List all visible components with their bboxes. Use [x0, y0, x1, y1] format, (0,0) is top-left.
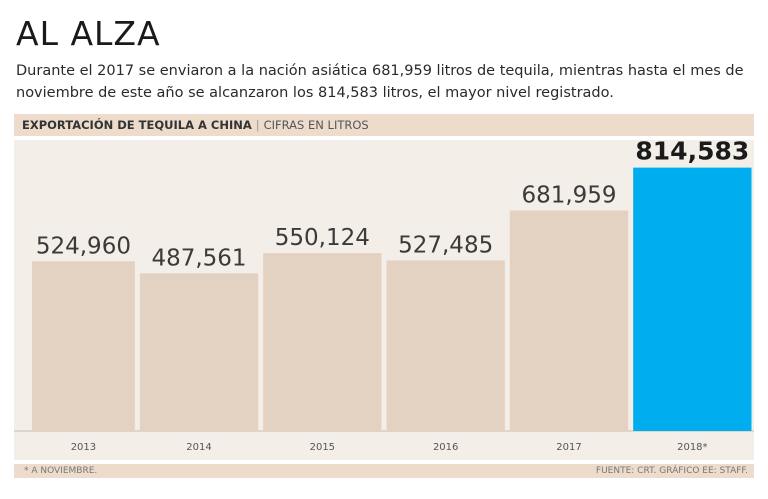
x-tick-label: 2018* — [677, 442, 707, 453]
x-tick-label: 2014 — [186, 442, 211, 453]
footnote: * A NOVIEMBRE. — [24, 466, 98, 476]
x-tick-label: 2016 — [433, 442, 458, 453]
bar-2015 — [263, 253, 382, 431]
bar-2013 — [32, 261, 135, 431]
bar-2016 — [386, 260, 505, 431]
page-title: AL ALZA — [16, 14, 161, 53]
data-label-2018: 814,583 — [635, 140, 749, 166]
data-label-2017: 681,959 — [521, 182, 616, 208]
data-label-2014: 487,561 — [151, 245, 246, 271]
chart-units: CIFRAS EN LITROS — [263, 118, 369, 132]
plot-background — [14, 140, 754, 460]
page-subtitle: Durante el 2017 se enviaron a la nación … — [16, 63, 744, 101]
data-label-2015: 550,124 — [275, 225, 370, 251]
x-tick-label: 2015 — [310, 442, 335, 453]
bar-2014 — [139, 273, 259, 431]
chart-banner: EXPORTACIÓN DE TEQUILA A CHINA | CIFRAS EN… — [14, 114, 754, 136]
chart-footer: * A NOVIEMBRE. FUENTE: CRT. GRÁFICO EE: … — [14, 464, 754, 478]
x-tick-label: 2013 — [71, 442, 96, 453]
bar-2018 — [633, 167, 752, 431]
data-label-2013: 524,960 — [36, 233, 131, 259]
banner-separator: | — [255, 118, 260, 132]
data-label-2016: 527,485 — [398, 232, 493, 258]
source-credit: FUENTE: CRT. GRÁFICO EE: STAFF. — [595, 466, 748, 476]
x-tick-label: 2017 — [556, 442, 581, 453]
bar-2017 — [509, 210, 629, 431]
chart-title: EXPORTACIÓN DE TEQUILA A CHINA — [22, 118, 252, 132]
bar-chart: 524,960 2013 487,561 2014 550,124 2015 527,485… — [14, 140, 754, 460]
